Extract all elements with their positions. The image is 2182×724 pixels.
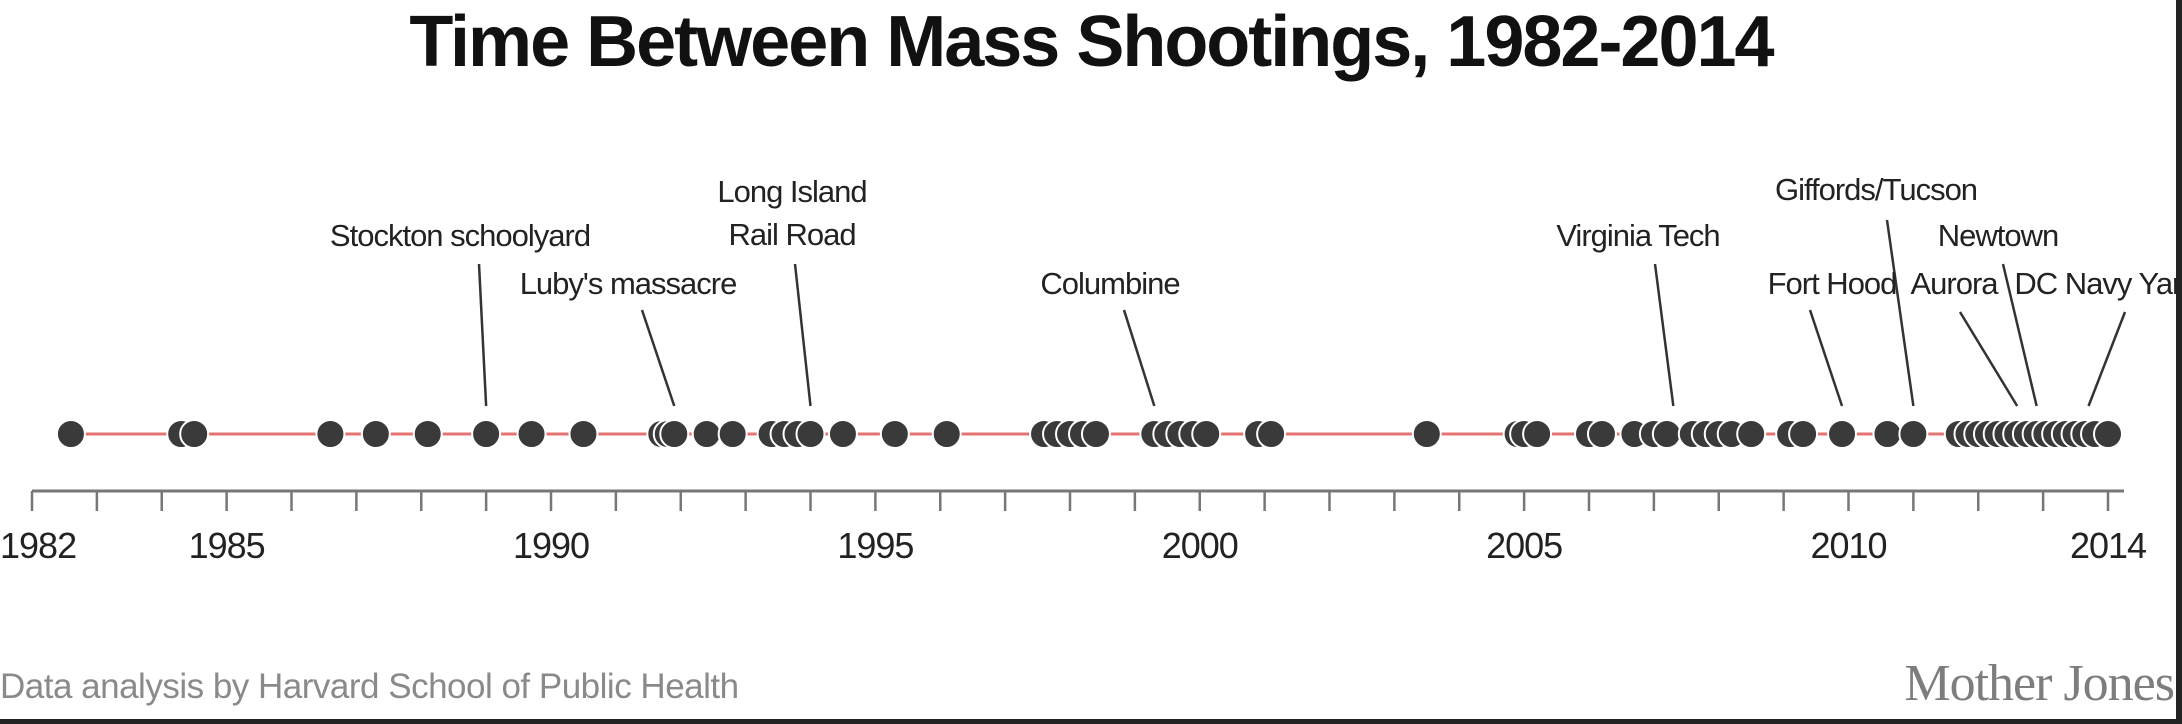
x-tick-label-1990: 1990 [513,525,589,566]
event-point [691,419,722,449]
annotation-leader-line [1958,311,2019,407]
event-point [1191,419,1222,449]
annotation-label: DC Navy Yard [2014,266,2182,301]
event-point [1080,419,1111,449]
credit-text: Data analysis by Harvard School of Publi… [0,667,739,706]
event-point [1586,419,1617,449]
x-tick-label-1995: 1995 [837,525,913,566]
event-point [568,419,599,449]
event-point [1827,419,1858,449]
annotation-leader-line [640,309,676,407]
event-point [471,419,502,449]
event-point [315,419,346,449]
event-point [1256,419,1287,449]
annotation-label: Columbine [1040,266,1179,301]
event-point [55,419,86,449]
event-points [55,419,2123,449]
event-point [1522,419,1553,449]
event-point [1651,419,1682,449]
event-point [179,419,210,449]
event-point [717,419,748,449]
annotation-leaders [477,219,2127,407]
event-point [360,419,391,449]
annotation-label: Virginia Tech [1556,218,1719,253]
annotation-leader-line [1885,219,1915,407]
x-tick-label-1982: 1982 [0,525,76,566]
event-point [516,419,547,449]
annotation-label: Luby's massacre [520,266,737,301]
event-point [1788,419,1819,449]
annotation-leader-line [1122,309,1156,407]
x-axis-ticks [30,491,2110,511]
x-tick-label-2000: 2000 [1162,525,1238,566]
x-tick-label-2010: 2010 [1810,525,1886,566]
annotation-label: Stockton schoolyard [330,218,590,253]
event-point [827,419,858,449]
x-tick-label-2005: 2005 [1486,525,1562,566]
x-tick-label-2014: 2014 [2070,525,2146,566]
annotation-label: Long Island Rail Road [717,174,866,252]
chart-title: Time Between Mass Shootings, 1982-2014 [409,2,1774,82]
annotation-label: Fort Hood [1768,266,1897,301]
annotation-label: Giffords/Tucson [1775,172,1977,207]
event-point [795,419,826,449]
event-point [2093,419,2123,449]
event-point [659,419,690,449]
annotation-leader-line [477,263,488,407]
event-point [1898,419,1929,449]
annotation-leader-line [2087,311,2127,407]
annotation-leader-line [793,263,812,407]
event-point [1736,419,1767,449]
event-point [931,419,962,449]
event-point [412,419,443,449]
event-point [879,419,910,449]
annotation-leader-line [1653,263,1675,407]
annotation-label: Aurora [1910,266,1999,301]
right-edge-border [2176,0,2182,724]
annotation-label: Newtown [1938,218,2059,253]
bottom-edge-border [0,719,2182,724]
annotation-labels: Stockton schoolyard Luby's massacre Long I… [330,172,2182,301]
x-axis-tick-labels: 1982 1985 1990 1995 2000 2005 2010 2014 [0,525,2147,566]
x-tick-label-1985: 1985 [189,525,265,566]
annotation-leader-line [1808,309,1844,407]
event-point [1872,419,1903,449]
annotation-leader-line [2001,263,2038,407]
event-point [1411,419,1442,449]
brand-logo: Mother Jones [1904,655,2174,712]
